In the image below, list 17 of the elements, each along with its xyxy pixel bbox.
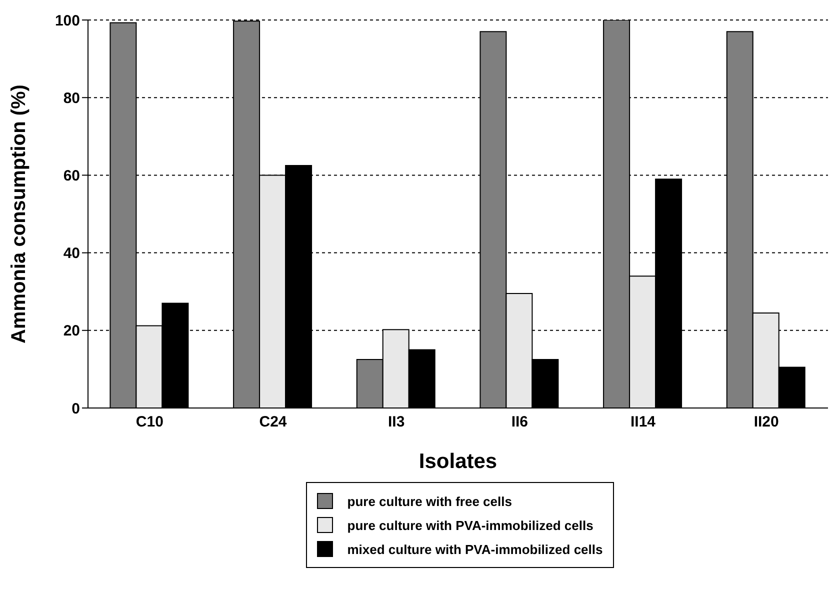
x-tick-label: II6 bbox=[511, 414, 528, 431]
legend-label: mixed culture with PVA-immobilized cells bbox=[347, 542, 603, 556]
legend-label: pure culture with PVA-immobilized cells bbox=[347, 518, 594, 532]
x-tick-label: C10 bbox=[136, 414, 164, 431]
y-tick-label: 20 bbox=[63, 322, 80, 340]
legend-label: pure culture with free cells bbox=[347, 494, 512, 508]
x-tick-label: II3 bbox=[388, 414, 405, 431]
y-tick-label: 80 bbox=[63, 90, 80, 107]
y-axis-title: Ammonia consumption (%) bbox=[8, 84, 30, 344]
x-axis-title: Isolates bbox=[418, 450, 498, 473]
y-tick-label: 0 bbox=[72, 400, 80, 418]
y-tick-label: 100 bbox=[54, 12, 80, 30]
y-tick-label: 60 bbox=[63, 168, 80, 185]
x-tick-label: II20 bbox=[754, 414, 779, 431]
x-tick-label: C24 bbox=[259, 414, 288, 431]
y-tick-label: 40 bbox=[63, 245, 80, 262]
x-tick-label: II14 bbox=[630, 414, 656, 431]
